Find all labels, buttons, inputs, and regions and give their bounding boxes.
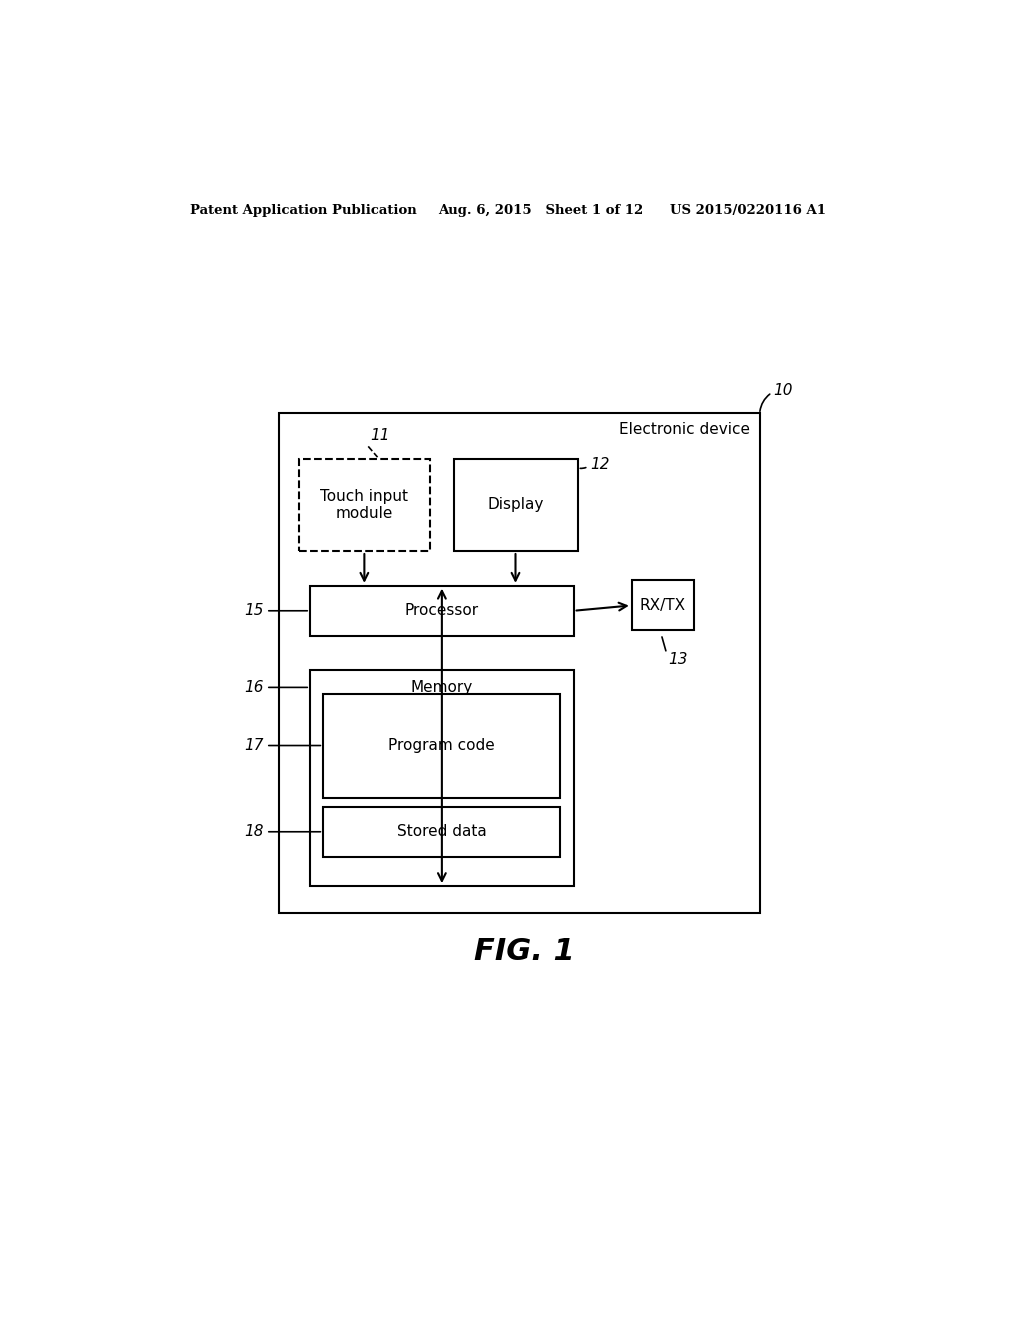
- Bar: [280, 413, 760, 913]
- Text: Program code: Program code: [388, 738, 496, 752]
- Text: Electronic device: Electronic device: [620, 422, 751, 437]
- Bar: [324, 807, 560, 857]
- Bar: [299, 459, 430, 552]
- Text: Display: Display: [487, 498, 544, 512]
- Text: US 2015/0220116 A1: US 2015/0220116 A1: [671, 205, 826, 218]
- Text: 10: 10: [773, 383, 793, 399]
- Bar: [310, 671, 573, 886]
- Text: 15: 15: [244, 603, 263, 618]
- Text: 17: 17: [244, 738, 263, 752]
- Text: Processor: Processor: [404, 603, 479, 618]
- Text: 18: 18: [244, 824, 263, 840]
- Text: Patent Application Publication: Patent Application Publication: [190, 205, 417, 218]
- Bar: [310, 586, 573, 636]
- Text: Stored data: Stored data: [397, 824, 486, 840]
- Text: 12: 12: [590, 457, 609, 473]
- Text: Memory: Memory: [411, 680, 473, 694]
- Text: 11: 11: [370, 428, 389, 444]
- Text: Touch input
module: Touch input module: [321, 488, 409, 521]
- Text: Aug. 6, 2015   Sheet 1 of 12: Aug. 6, 2015 Sheet 1 of 12: [438, 205, 643, 218]
- Text: RX/TX: RX/TX: [640, 598, 686, 612]
- Text: 16: 16: [244, 680, 263, 694]
- Text: 13: 13: [669, 652, 688, 667]
- Text: FIG. 1: FIG. 1: [474, 937, 575, 966]
- Bar: [454, 459, 578, 552]
- Bar: [632, 581, 693, 631]
- Bar: [324, 693, 560, 797]
